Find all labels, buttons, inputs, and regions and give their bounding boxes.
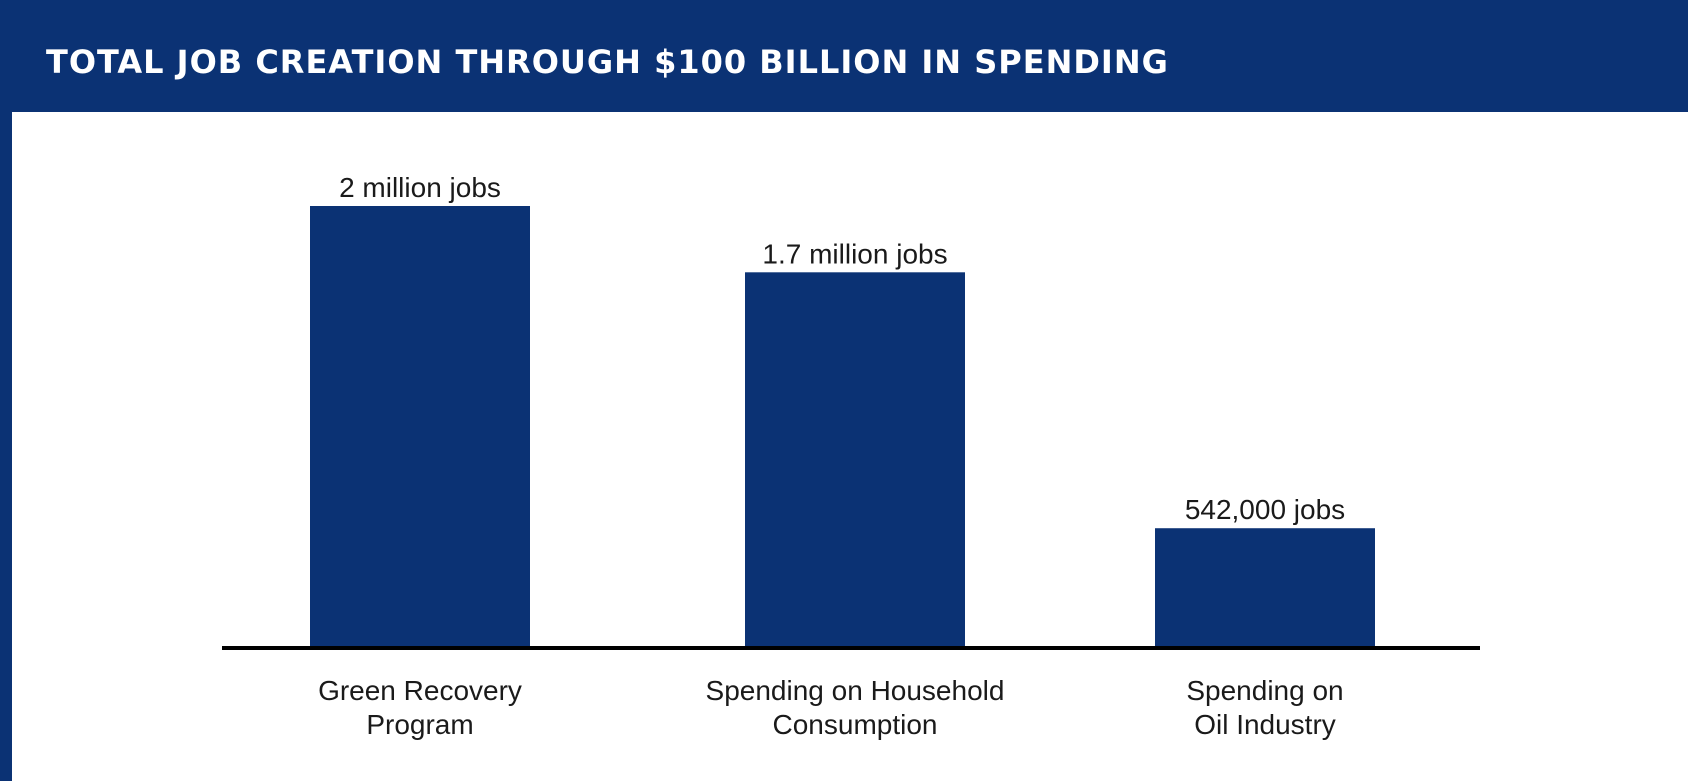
- data-label-3: 542,000 jobs: [1185, 494, 1345, 525]
- bar-3: [1155, 528, 1375, 648]
- category-label-3-line-1: Spending on: [1186, 675, 1343, 706]
- bars-layer: [310, 206, 1375, 648]
- data-label-2: 1.7 million jobs: [762, 238, 947, 269]
- category-label-1-line-1: Green Recovery: [318, 675, 522, 706]
- chart-title: TOTAL JOB CREATION THROUGH $100 BILLION …: [46, 43, 1169, 81]
- bar-2: [745, 272, 965, 648]
- category-label-2-line-1: Spending on Household: [706, 675, 1005, 706]
- category-label-3-line-2: Oil Industry: [1194, 709, 1336, 740]
- chart-header-band: TOTAL JOB CREATION THROUGH $100 BILLION …: [0, 6, 1688, 112]
- category-label-1-line-2: Program: [366, 709, 473, 740]
- bar-1: [310, 206, 530, 648]
- data-label-1: 2 million jobs: [339, 172, 501, 203]
- category-label-2-line-2: Consumption: [773, 709, 938, 740]
